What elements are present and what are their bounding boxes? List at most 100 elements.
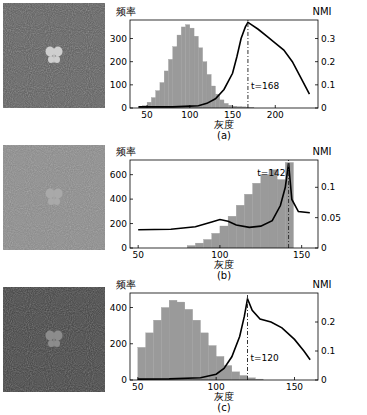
wing — [46, 331, 55, 341]
plot-data — [138, 293, 310, 380]
y-tick — [130, 61, 133, 62]
wing — [48, 198, 54, 205]
y-tick-label: 300 — [110, 34, 127, 44]
hist-bar — [181, 27, 185, 108]
chart: t=14250100150020040060000.050.1频率NMI灰度(b… — [110, 146, 341, 281]
plot-data — [139, 20, 310, 108]
wing — [48, 56, 54, 63]
hist-bar — [154, 320, 162, 380]
noisy-image — [3, 145, 105, 250]
hist-bar — [156, 91, 160, 108]
y-tick-label: 200 — [110, 219, 127, 229]
body — [53, 333, 55, 347]
hist-bar — [177, 302, 185, 380]
y2-tick — [315, 248, 318, 249]
hist-bar — [204, 239, 212, 248]
y2-tick-label: 0.05 — [321, 213, 341, 223]
y-axis-label: 频率 — [116, 146, 136, 157]
hist-bar — [232, 372, 240, 380]
y2-axis-label: NMI — [312, 146, 331, 157]
y2-tick — [315, 84, 318, 85]
y-tick — [130, 174, 133, 175]
nmi-line — [138, 299, 310, 379]
image-base — [3, 145, 105, 250]
y-axis-label: 频率 — [116, 6, 136, 17]
wing — [54, 198, 60, 205]
y-tick — [130, 108, 133, 109]
y-tick — [130, 223, 133, 224]
nmi-line — [138, 163, 310, 230]
hist-bar — [161, 308, 169, 381]
y-tick-label: 400 — [110, 194, 127, 204]
annotation: t=168 — [251, 81, 280, 91]
y2-tick-label: 0.3 — [321, 34, 335, 44]
hist-bar — [253, 183, 261, 248]
x-tick-label: 50 — [132, 250, 144, 260]
y2-tick-label: 0 — [321, 103, 327, 113]
hist-bar — [177, 35, 181, 108]
y-tick-label: 200 — [110, 339, 127, 349]
hist-bar — [220, 100, 224, 108]
y2-tick-label: 0.2 — [321, 317, 335, 327]
wing — [54, 189, 63, 199]
y-tick — [130, 38, 133, 39]
hist-bar — [169, 300, 177, 380]
y2-tick — [315, 217, 318, 218]
annotation: t=120 — [251, 353, 280, 363]
threshold-line — [288, 160, 289, 248]
y2-tick-label: 0 — [321, 243, 327, 253]
x-tick — [216, 377, 217, 380]
x-axis-label: 灰度 — [214, 391, 234, 402]
x-tick — [301, 245, 302, 248]
x-tick — [189, 105, 190, 108]
image-noise — [3, 145, 105, 250]
y-tick — [130, 248, 133, 249]
hist-bar — [160, 83, 164, 108]
chart: t=16850100150200010020030000.10.20.3频率NM… — [110, 6, 336, 141]
annotation: t=142 — [257, 168, 285, 178]
x-axis-label: 灰度 — [214, 259, 234, 270]
wing — [54, 340, 60, 347]
x-tick — [275, 105, 276, 108]
y-tick-label: 400 — [110, 303, 127, 313]
hist-bar — [194, 36, 198, 108]
body — [53, 49, 55, 63]
hist-bar — [216, 356, 224, 380]
y-tick-label: 0 — [121, 243, 127, 253]
panel-label: (c) — [217, 402, 230, 413]
wing — [54, 56, 60, 63]
hist-bar — [244, 194, 252, 248]
y2-tick-label: 0.1 — [321, 346, 335, 356]
y2-tick — [315, 351, 318, 352]
hist-bar — [203, 62, 207, 108]
y2-axis-label: NMI — [312, 6, 331, 17]
hist-bar — [138, 347, 146, 380]
hist-bar — [193, 320, 201, 380]
hist-bar — [261, 175, 269, 248]
butterfly — [46, 47, 63, 64]
hist-bar — [212, 233, 220, 248]
plot-frame — [130, 20, 318, 108]
panel-label: (a) — [217, 130, 231, 141]
x-tick-label: 100 — [181, 110, 198, 120]
hist-bar — [164, 71, 168, 108]
hist-bar — [168, 59, 172, 108]
y2-tick-label: 0.2 — [321, 57, 335, 67]
x-tick — [138, 245, 139, 248]
y2-tick — [315, 322, 318, 323]
hist-bar — [190, 28, 194, 108]
hist-bar — [201, 333, 209, 380]
y-axis-label: 频率 — [116, 279, 136, 290]
x-tick — [232, 105, 233, 108]
wing — [48, 340, 54, 347]
wing — [46, 189, 55, 199]
x-axis-label: 灰度 — [214, 119, 234, 130]
noisy-image — [3, 3, 105, 108]
hist-bar — [198, 48, 202, 108]
x-tick-label: 150 — [286, 382, 303, 392]
hist-bar — [185, 309, 193, 380]
y-tick — [130, 84, 133, 85]
x-tick-label: 200 — [267, 110, 284, 120]
threshold-line — [247, 20, 248, 108]
y2-tick — [315, 187, 318, 188]
